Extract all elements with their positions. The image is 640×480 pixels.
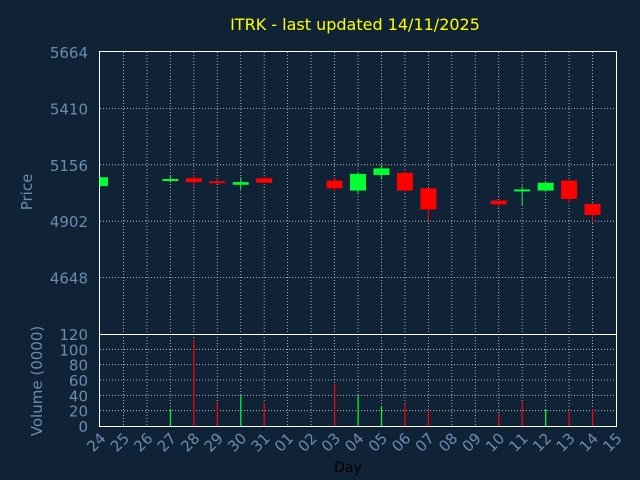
x-tick-label: 26 (130, 429, 156, 455)
volume-tick-label: 80 (69, 357, 88, 375)
x-tick-label: 08 (435, 429, 461, 455)
candle (396, 171, 413, 192)
x-tick-label: 28 (177, 429, 203, 455)
candle (326, 177, 343, 192)
price-tick-label: 4902 (50, 213, 88, 231)
x-tick-label: 02 (294, 429, 320, 455)
price-axis-label: Price (18, 174, 36, 211)
volume-bar (427, 410, 430, 426)
volume-bar (357, 395, 359, 426)
x-tick-label: 11 (506, 429, 532, 455)
volume-tick-label: 20 (69, 403, 88, 421)
candle (256, 177, 273, 183)
candle (561, 180, 578, 203)
volume-bar (240, 395, 242, 426)
x-tick-label: 13 (552, 429, 578, 455)
candle-body (584, 203, 601, 215)
price-y-tick-labels: 5664 5410 5156 4902 4648 (50, 44, 88, 288)
price-tick-label: 5410 (50, 100, 88, 118)
volume-bar (498, 413, 500, 426)
volume-tick-label: 40 (69, 387, 88, 405)
candle-body (256, 178, 273, 183)
candle-body (100, 177, 108, 187)
x-tick-label: 15 (599, 429, 625, 455)
x-tick-label: 10 (482, 429, 508, 455)
price-tick-label: 4648 (50, 270, 88, 288)
volume-tick-label: 60 (69, 372, 88, 390)
price-grid (100, 52, 616, 334)
x-tick-label: 12 (529, 429, 555, 455)
candle (232, 177, 249, 190)
candle (99, 177, 108, 187)
candle (373, 165, 390, 180)
price-tick-label: 5664 (50, 44, 88, 62)
candle (584, 203, 601, 223)
candle-body (350, 173, 366, 191)
volume-bar (521, 401, 523, 426)
volume-bar (263, 403, 265, 426)
x-tick-label: 25 (107, 429, 133, 455)
volume-tick-label: 120 (59, 326, 88, 344)
volume-bars (169, 340, 594, 426)
x-tick-label: 06 (388, 429, 414, 455)
candle (514, 186, 531, 205)
candles (99, 165, 601, 223)
volume-bar (169, 409, 172, 426)
x-tick-label: 31 (248, 429, 274, 455)
candle (350, 172, 366, 193)
x-tick-label: 04 (341, 429, 367, 455)
x-tick-label: 07 (412, 429, 438, 455)
x-tick-label: 29 (201, 429, 227, 455)
x-tick-label: 01 (271, 429, 297, 455)
candle-body (537, 182, 554, 191)
candle-body (185, 178, 202, 183)
x-tick-labels: 2425262728293031010203040506070809101112… (83, 429, 625, 455)
volume-bar (404, 404, 406, 426)
candle (162, 175, 179, 183)
candle (490, 200, 507, 208)
volume-bar (334, 383, 336, 426)
volume-bar (216, 401, 218, 426)
candle-body (561, 180, 578, 199)
volume-bar (568, 412, 570, 426)
x-axis-label: Day (334, 460, 362, 476)
candle (537, 182, 554, 192)
volume-bar (193, 340, 195, 426)
candle-body (420, 188, 437, 210)
candle-body (514, 189, 531, 192)
x-tick-label: 03 (318, 429, 344, 455)
x-tick-label: 05 (365, 429, 391, 455)
candle-body (326, 180, 343, 189)
volume-bar (545, 409, 547, 426)
volume-tick-label: 0 (78, 418, 88, 436)
candle-body (490, 200, 507, 205)
candle-body (396, 172, 413, 191)
chart-title: ITRK - last updated 14/11/2025 (230, 15, 480, 34)
candle (420, 188, 437, 221)
x-tick-label: 14 (576, 429, 602, 455)
x-tick-label: 09 (459, 429, 485, 455)
volume-bar (592, 409, 594, 426)
volume-axis-label: Volume (0000) (28, 326, 46, 436)
x-tick-label: 27 (154, 429, 180, 455)
price-tick-label: 5156 (50, 157, 88, 175)
candle (209, 178, 226, 184)
candle-body (209, 181, 226, 184)
x-tick-label: 30 (224, 429, 250, 455)
candle-body (232, 182, 249, 185)
volume-tick-label: 100 (59, 341, 88, 359)
candle (185, 175, 202, 187)
candle-body (162, 179, 179, 182)
volume-bar (380, 406, 383, 426)
candle-body (373, 168, 390, 176)
